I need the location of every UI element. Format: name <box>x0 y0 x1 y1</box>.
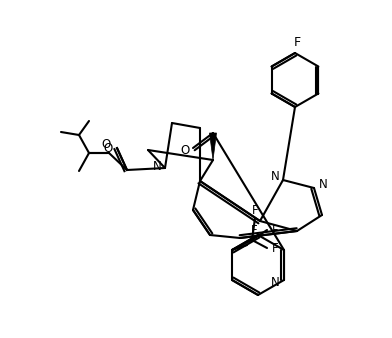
Text: N: N <box>270 275 279 289</box>
Text: F: F <box>272 241 278 255</box>
Polygon shape <box>209 133 216 160</box>
Text: F: F <box>294 37 301 49</box>
Text: N: N <box>152 160 162 172</box>
Text: N: N <box>270 170 279 184</box>
Text: F: F <box>252 203 258 217</box>
Text: F: F <box>251 223 257 237</box>
Text: O: O <box>103 142 113 154</box>
Text: O: O <box>102 138 111 150</box>
Text: F: F <box>272 223 278 237</box>
Text: N: N <box>319 178 327 192</box>
Text: O: O <box>180 144 190 156</box>
